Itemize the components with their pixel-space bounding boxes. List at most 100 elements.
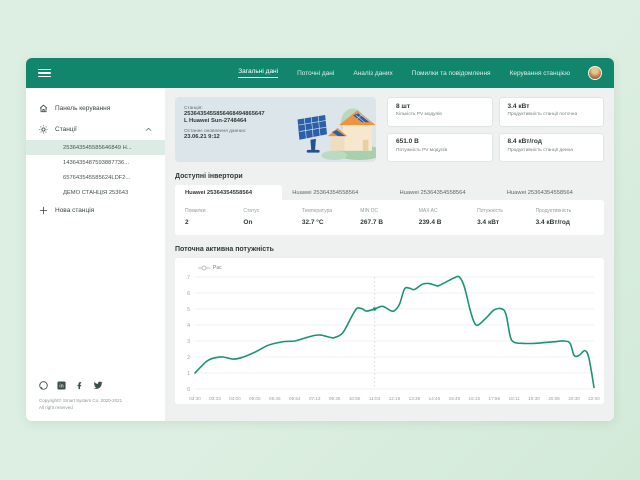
column-header: MIN DC xyxy=(360,208,379,214)
station-list-item[interactable]: ДЕМО СТАНЦІЯ 253643 xyxy=(63,189,129,196)
svg-text:22:00: 22:00 xyxy=(588,396,600,401)
cell-productivity: 3.4 кВт/год xyxy=(535,219,570,226)
station-illustration xyxy=(297,108,376,160)
column-header: MAX AC xyxy=(418,208,438,214)
svg-text:05:00: 05:00 xyxy=(249,396,261,401)
station-list-item[interactable]: 253643545585646849 H... xyxy=(26,140,165,155)
svg-text:18:11: 18:11 xyxy=(509,396,521,401)
svg-text:03:33: 03:33 xyxy=(209,396,221,401)
top-nav: Загальні дані Поточні дані Аналіз даних … xyxy=(26,58,614,88)
stat-value: 651.0 В xyxy=(396,138,419,145)
copyright: Copyright© Smart System Co. 2020-2021 Al… xyxy=(39,397,159,411)
column-header: Продуктивність xyxy=(535,208,572,214)
station-label: Станція: xyxy=(184,105,203,111)
chart-title: Поточна активна потужність xyxy=(175,246,274,253)
tab-control[interactable]: Керування станцією xyxy=(509,69,570,77)
cell-status: On xyxy=(243,219,253,226)
stat-pv-power: 651.0 В Потужність PV модулів xyxy=(387,132,493,162)
power-chart-card: Pac 0 1 2 3 4 5 6 7 03:30 03:33 04:00 05:00 05:45 06:… xyxy=(175,258,604,404)
svg-text:15:49: 15:49 xyxy=(449,396,461,401)
svg-text:3: 3 xyxy=(187,339,190,345)
svg-text:09:36: 09:36 xyxy=(329,396,341,401)
svg-text:20:06: 20:06 xyxy=(548,396,560,401)
app-window: Загальні дані Поточні дані Аналіз даних … xyxy=(26,58,614,421)
column-header: Температура xyxy=(301,208,333,214)
copyright-line2: All right reserved xyxy=(39,404,73,410)
cell-errors: 2 xyxy=(185,219,189,226)
column-header: Потужність xyxy=(477,208,503,214)
sidebar-item-stations[interactable]: Станції xyxy=(26,119,165,140)
stat-label: Потужність PV модулів xyxy=(396,147,448,153)
sidebar-footer: in Copyright© Smart System Co. 2020-2021… xyxy=(39,380,159,411)
main-content: Станція: 2536435455856468494865647 L Hua… xyxy=(165,88,614,421)
linkedin-icon[interactable]: in xyxy=(57,381,66,390)
svg-text:17:56: 17:56 xyxy=(489,396,501,401)
inverter-tabs: Huawei 25364354558564 Huawei 25364354558… xyxy=(175,185,604,200)
sidebar-item-new-station[interactable]: Нова станція xyxy=(26,200,165,221)
cell-temperature: 32.7 °C xyxy=(301,219,324,226)
svg-text:05:45: 05:45 xyxy=(269,396,281,401)
sidebar-item-label: Панель керування xyxy=(55,105,111,112)
inverter-tab[interactable]: Huawei 25364354558564 xyxy=(506,189,573,196)
svg-text:2: 2 xyxy=(187,355,190,361)
cell-power: 3.4 кВт xyxy=(477,219,500,226)
column-header: Помилки xyxy=(185,208,206,214)
stat-value: 3.4 кВт xyxy=(507,102,530,110)
sidebar: Панель керування Станції 253643545585646… xyxy=(26,88,165,421)
svg-text:7: 7 xyxy=(187,275,190,281)
svg-text:6: 6 xyxy=(187,291,190,297)
svg-text:07:13: 07:13 xyxy=(309,396,321,401)
svg-text:13:38: 13:38 xyxy=(409,396,421,401)
tab-errors[interactable]: Помилки та повідомлення xyxy=(411,69,491,77)
station-model: L Huawei Sun-2748464 xyxy=(184,118,247,125)
cell-min-dc: 267.7 В xyxy=(360,219,384,226)
tab-general[interactable]: Загальні дані xyxy=(238,68,279,78)
station-info-card: Станція: 2536435455856468494865647 L Hua… xyxy=(175,97,376,162)
stat-value: 8.4 кВт/год xyxy=(507,138,542,145)
svg-text:0: 0 xyxy=(187,387,190,393)
stat-cards: 8 шт Кількість PV модулів 3.4 кВт Продук… xyxy=(387,97,604,162)
chevron-up-icon[interactable] xyxy=(145,127,152,132)
svg-text:19:30: 19:30 xyxy=(528,396,540,401)
station-updated-value: 23.06.21 9:12 xyxy=(184,133,220,140)
svg-text:11:03: 11:03 xyxy=(369,396,381,401)
stat-daily-output: 8.4 кВт/год Продуктивність станції денна xyxy=(498,132,604,162)
twitter-icon[interactable] xyxy=(93,381,103,390)
facebook-icon[interactable] xyxy=(75,381,84,390)
svg-text:in: in xyxy=(59,383,63,389)
cell-max-ac: 239.4 В xyxy=(418,219,442,226)
plus-icon xyxy=(39,206,48,215)
inverter-tab[interactable]: Huawei 25364354558564 xyxy=(399,189,466,196)
inverter-table: Помилки Статус Температура MIN DC MAX AC… xyxy=(175,200,604,235)
station-list-item[interactable]: 1436435487593887736... xyxy=(63,159,130,166)
stat-label: Продуктивність станції поточна xyxy=(507,112,578,117)
sidebar-item-label: Станції xyxy=(55,126,77,133)
stat-pv-count: 8 шт Кількість PV модулів xyxy=(387,97,493,127)
svg-text:1: 1 xyxy=(187,371,190,377)
column-header: Статус xyxy=(243,208,260,214)
station-id: 2536435455856468494865647 xyxy=(184,110,265,117)
station-list-item[interactable]: 657643545585624LDF2... xyxy=(63,174,131,181)
svg-text:14:46: 14:46 xyxy=(429,396,441,401)
home-icon xyxy=(39,104,48,113)
stations-sun-icon xyxy=(39,125,48,134)
avatar[interactable] xyxy=(588,66,602,80)
inverter-tab[interactable]: Huawei 25364354558564 xyxy=(292,189,359,196)
chart-legend: Pac xyxy=(198,265,222,271)
svg-text:06:54: 06:54 xyxy=(289,396,301,401)
inverters-title: Доступні інвертори xyxy=(175,173,243,180)
stat-label: Продуктивність станції денна xyxy=(507,147,573,153)
github-icon[interactable] xyxy=(39,380,48,390)
menu-icon[interactable] xyxy=(38,68,51,78)
inverter-tab[interactable]: Huawei 25364354558564 xyxy=(175,185,283,200)
station-updated-label: Останнє оновлення данних: xyxy=(184,128,247,134)
svg-text:5: 5 xyxy=(187,307,190,313)
tab-current[interactable]: Поточні дані xyxy=(297,69,335,77)
svg-text:03:30: 03:30 xyxy=(189,396,201,401)
sidebar-item-label: Нова станція xyxy=(55,207,95,214)
tab-analysis[interactable]: Аналіз даних xyxy=(353,69,393,77)
power-line-chart[interactable]: 0 1 2 3 4 5 6 7 03:30 03:33 04:00 05:00 05:45 06:54 07… xyxy=(175,258,604,404)
svg-text:04:00: 04:00 xyxy=(229,396,241,401)
sidebar-item-dashboard[interactable]: Панель керування xyxy=(26,98,165,119)
svg-text:12:16: 12:16 xyxy=(389,396,401,401)
